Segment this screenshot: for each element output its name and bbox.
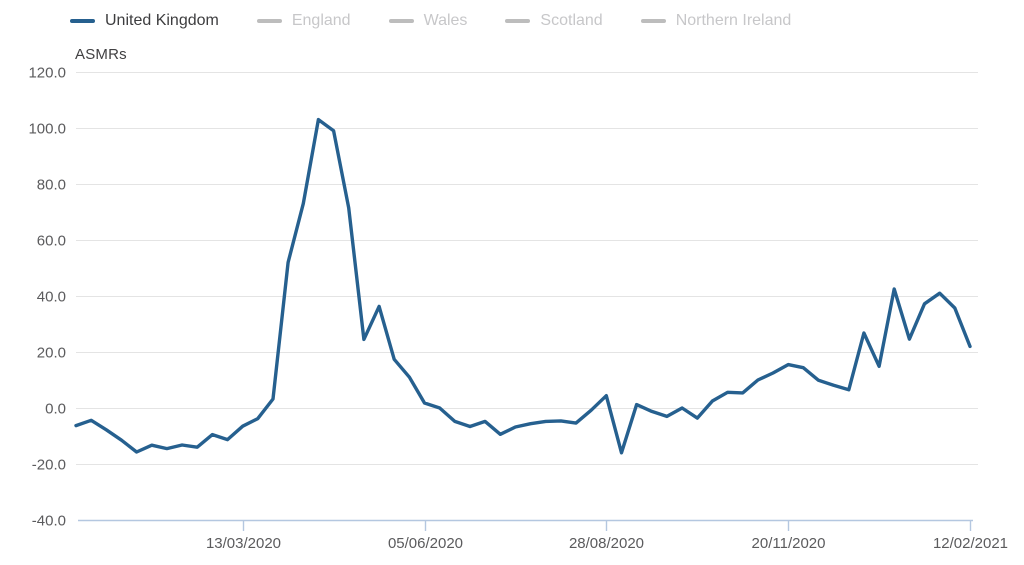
y-axis-tick-label: 60.0 [37, 233, 66, 250]
series-line-united-kingdom [74, 117, 972, 455]
legend-swatch-wales [388, 19, 414, 23]
y-axis-tick-label: 120.0 [28, 65, 66, 82]
legend: United Kingdom England Wales Scotland No… [70, 8, 791, 34]
chart-title: ASMRs [75, 46, 127, 63]
legend-label-northern-ireland: Northern Ireland [675, 12, 792, 29]
legend-item-wales[interactable]: Wales [388, 8, 468, 34]
legend-item-scotland[interactable]: Scotland [505, 8, 603, 34]
legend-label-england: England [291, 12, 351, 29]
x-axis-tick-label: 13/03/2020 [206, 535, 281, 552]
legend-label-united-kingdom: United Kingdom [105, 12, 219, 29]
y-axis-tick-label: 40.0 [37, 289, 66, 306]
legend-label-wales: Wales [423, 12, 468, 29]
legend-label-scotland: Scotland [540, 12, 603, 29]
legend-item-england[interactable]: England [256, 8, 351, 34]
legend-swatch-scotland [505, 19, 531, 23]
legend-swatch-england [256, 19, 282, 23]
y-axis-tick-label: 100.0 [28, 121, 66, 138]
y-axis-tick-label: -40.0 [32, 513, 66, 530]
x-axis-tick-label: 28/08/2020 [569, 535, 644, 552]
x-axis-tick-label: 12/02/2021 [933, 535, 1008, 552]
legend-swatch-united-kingdom [70, 19, 95, 23]
legend-item-northern-ireland[interactable]: Northern Ireland [640, 8, 792, 34]
x-axis-tick-label: 05/06/2020 [388, 535, 463, 552]
legend-swatch-northern-ireland [640, 19, 666, 23]
y-axis-tick-label: -20.0 [32, 457, 66, 474]
y-axis-tick-label: 0.0 [45, 401, 66, 418]
legend-item-united-kingdom[interactable]: United Kingdom [70, 8, 219, 34]
y-axis-tick-label: 20.0 [37, 345, 66, 362]
y-axis-tick-label: 80.0 [37, 177, 66, 194]
x-axis-tick-label: 20/11/2020 [752, 535, 826, 552]
